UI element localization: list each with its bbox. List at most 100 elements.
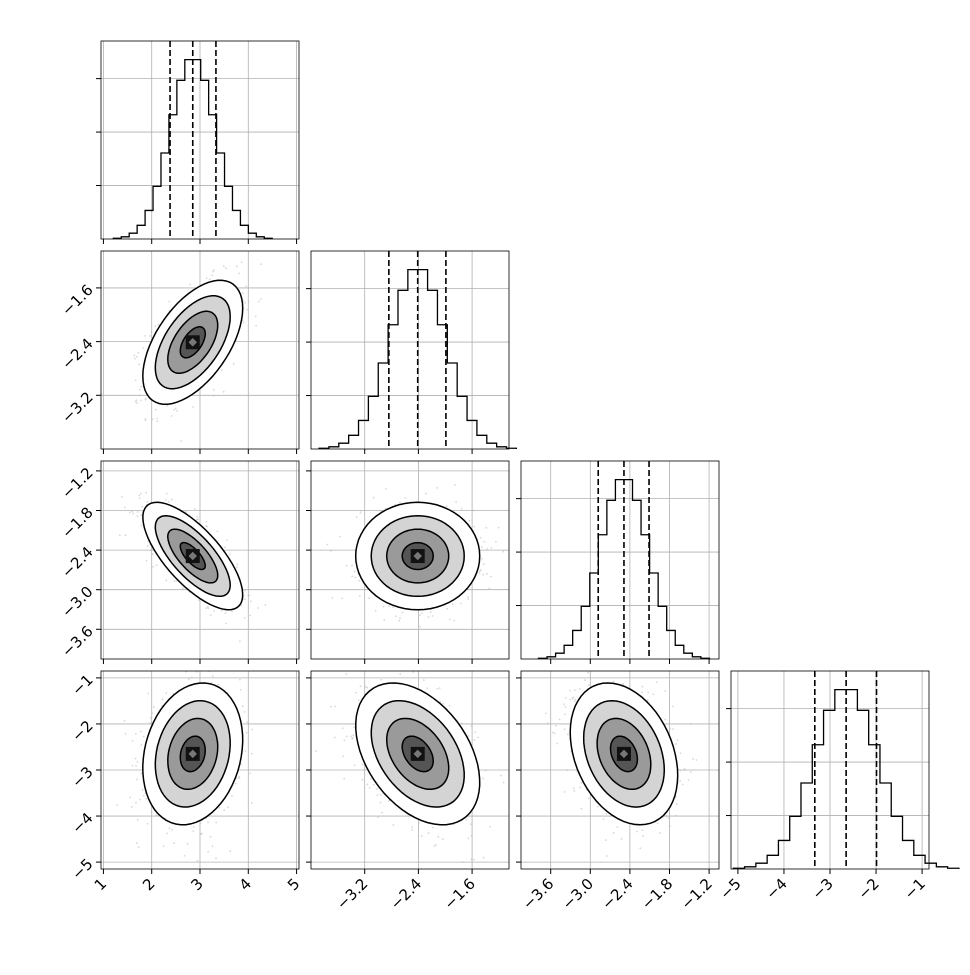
scatter-point [212,675,214,677]
scatter-point [471,858,473,860]
scatter-point [351,565,353,567]
scatter-point [446,505,448,507]
scatter-point [399,673,401,675]
scatter-point [669,825,671,827]
scatter-point [656,681,658,683]
scatter-point [184,855,186,857]
scatter-point [392,824,394,826]
scatter-point [162,699,164,701]
histogram-panel-2 [516,461,719,659]
scatter-point [149,335,151,337]
scatter-point [351,575,353,577]
scatter-point [366,784,368,786]
scatter-point [187,843,189,845]
scatter-panel-3-0 [101,670,299,869]
scatter-point [605,813,607,815]
scatter-point [171,499,173,501]
scatter-point [223,391,225,393]
scatter-point [365,686,367,688]
scatter-point [125,534,127,536]
scatter-point [147,823,149,825]
scatter-point [209,278,211,280]
scatter-point [226,539,228,541]
scatter-point [206,521,208,523]
scatter-point [672,728,674,730]
scatter-point [213,269,215,271]
scatter-point [461,722,463,724]
scatter-point [140,525,142,527]
scatter-point [138,495,140,497]
scatter-point [155,409,157,411]
scatter-point [210,836,212,838]
scatter-point [334,737,336,739]
scatter-point [352,734,354,736]
scatter-point [165,692,167,694]
scatter-point [425,493,427,495]
scatter-point [486,548,488,550]
scatter-point [679,780,681,782]
scatter-point [193,826,195,828]
scatter-point [131,806,133,808]
scatter-point [345,673,347,675]
histogram-panel-1 [306,251,516,449]
scatter-point [569,698,571,700]
x-tick-label: −3.2 [333,875,371,913]
scatter-point [246,732,248,734]
scatter-point [251,729,253,731]
scatter-point [239,640,241,642]
scatter-point [217,684,219,686]
scatter-point [461,508,463,510]
scatter-point [133,354,135,356]
scatter-point [192,406,194,408]
scatter-point [139,394,141,396]
scatter-point [468,735,470,737]
scatter-point [354,576,356,578]
scatter-point [156,420,158,422]
scatter-point [198,599,200,601]
scatter-point [449,705,451,707]
scatter-point [573,790,575,792]
scatter-point [265,604,267,606]
scatter-point [331,597,333,599]
x-tick-label: −2.4 [387,875,425,913]
scatter-point [142,789,144,791]
scatter-point [402,612,404,614]
scatter-point [498,527,500,529]
scatter-point [360,510,362,512]
scatter-point [439,687,441,689]
scatter-point [229,850,231,852]
scatter-point [136,402,138,404]
scatter-point [213,389,215,391]
scatter-point [485,770,487,772]
scatter-point [151,712,153,714]
scatter-point [206,526,208,528]
scatter-point [468,520,470,522]
scatter-point [460,603,462,605]
scatter-point [437,836,439,838]
scatter-point [376,794,378,796]
scatter-point [219,807,221,809]
scatter-point [136,356,138,358]
scatter-point [470,835,472,837]
scatter-point [186,511,188,513]
scatter-point [547,722,549,724]
scatter-point [603,818,605,820]
scatter-point [244,711,246,713]
scatter-point [129,796,131,798]
scatter-point [119,534,121,536]
scatter-point [144,335,146,337]
scatter-point [398,620,400,622]
scatter-point [344,739,346,741]
scatter-point [675,743,677,745]
scatter-point [242,705,244,707]
y-tick-label: −1 [68,671,96,699]
scatter-point [171,415,173,417]
scatter-point [229,553,231,555]
scatter-point [249,772,251,774]
scatter-point [182,587,184,589]
scatter-point [490,576,492,578]
scatter-point [141,744,143,746]
grid [311,251,509,449]
scatter-point [468,837,470,839]
scatter-point [442,703,444,705]
